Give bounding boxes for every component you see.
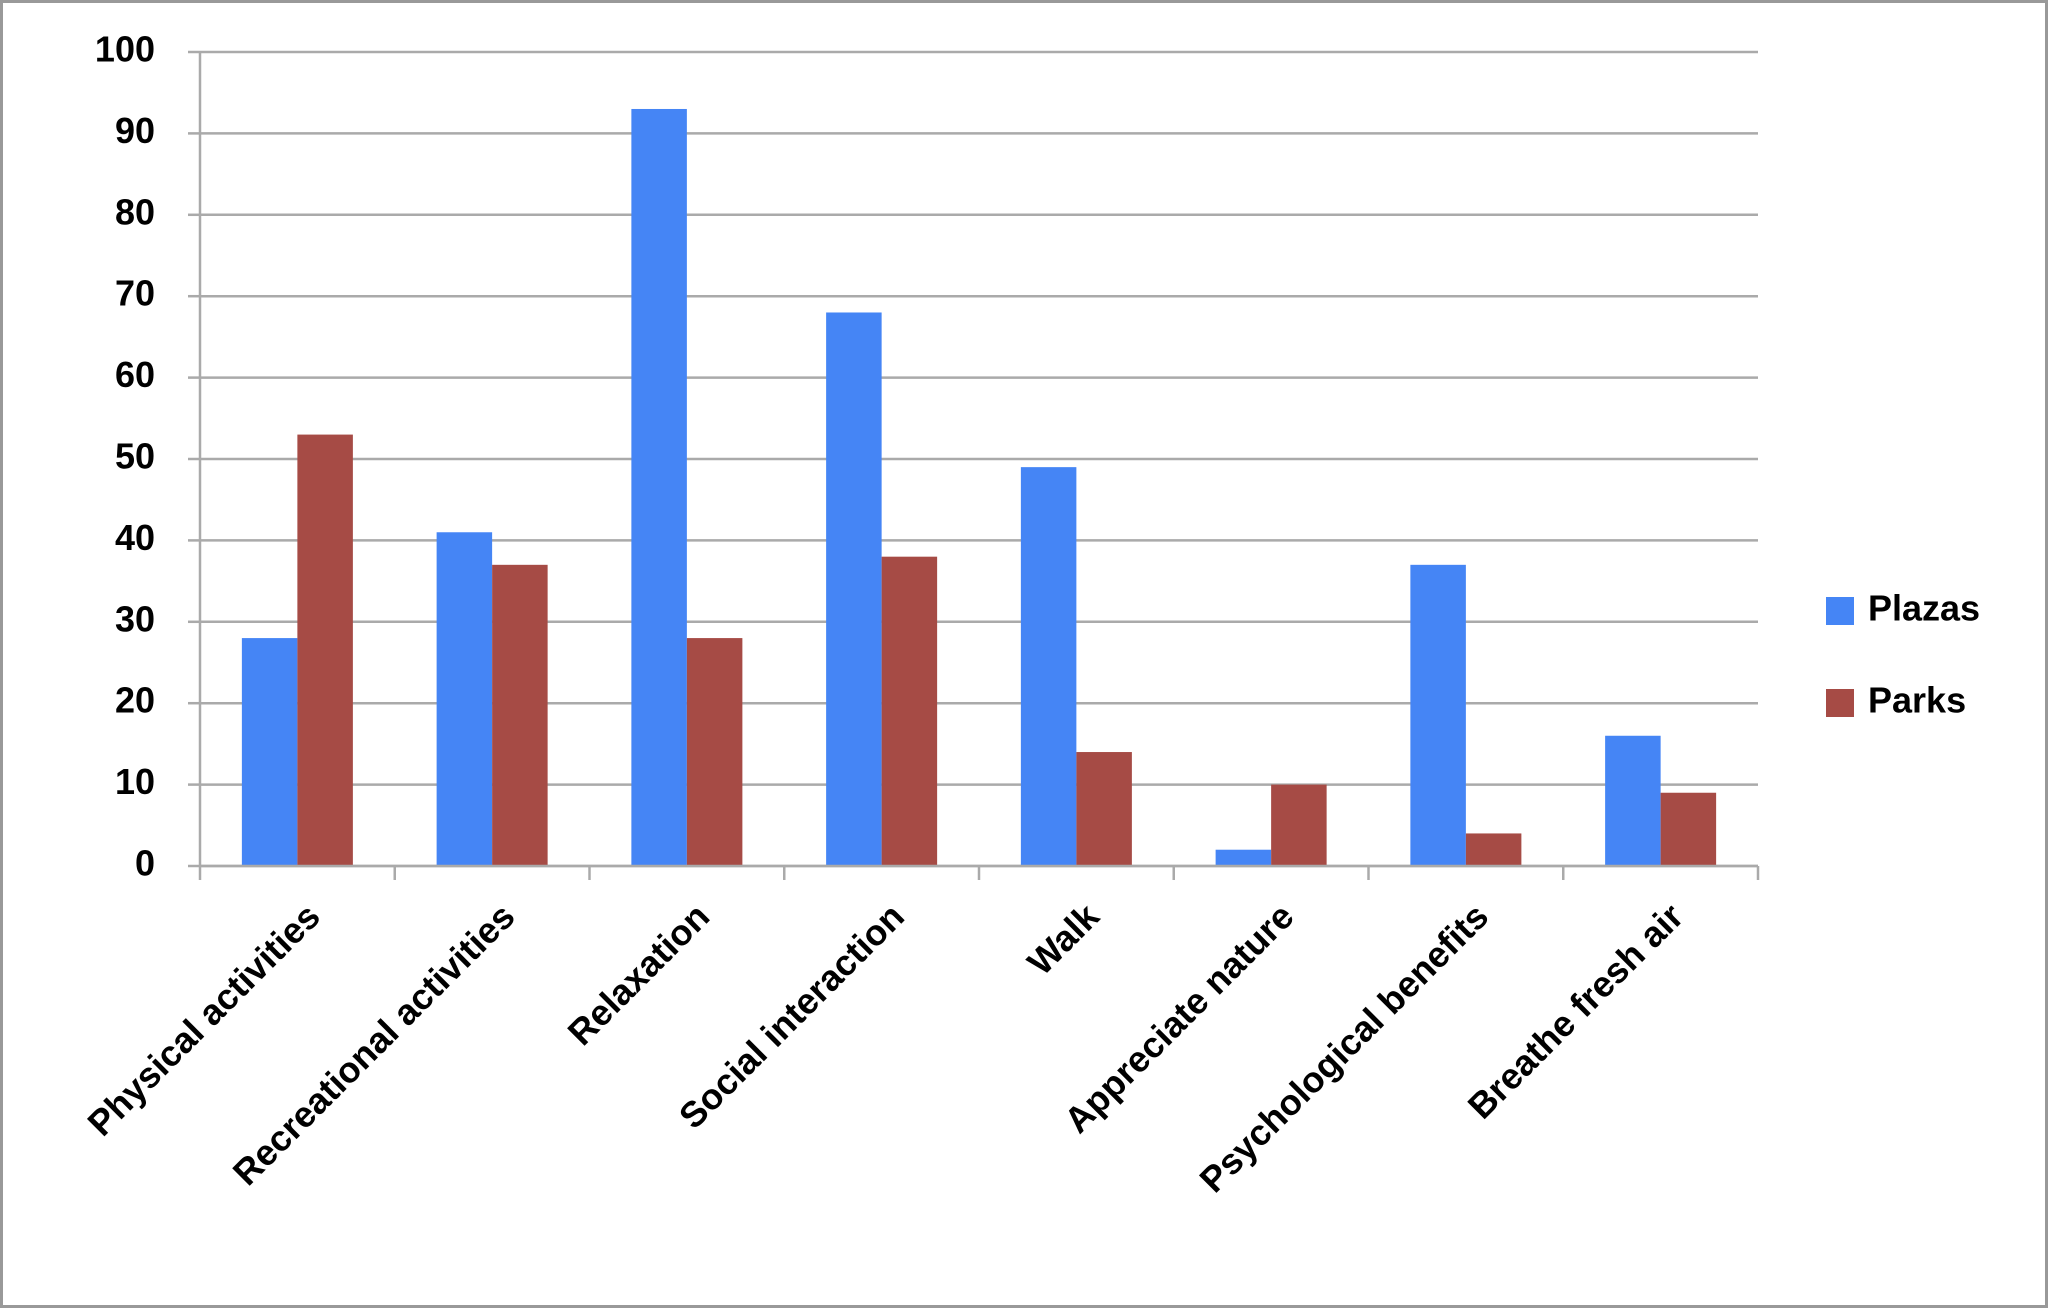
y-tick-label: 10 xyxy=(115,761,155,802)
bar xyxy=(1020,467,1077,866)
y-tick-label: 0 xyxy=(135,843,155,884)
y-tick-label: 100 xyxy=(95,29,155,70)
legend-label: Plazas xyxy=(1868,588,1980,629)
bar xyxy=(1605,735,1661,866)
bar xyxy=(1271,784,1327,866)
bar xyxy=(1465,833,1522,866)
bar xyxy=(241,638,298,866)
bar xyxy=(436,532,493,866)
y-tick-label: 50 xyxy=(115,436,155,477)
y-tick-label: 40 xyxy=(115,517,155,558)
y-tick-label: 90 xyxy=(115,110,155,151)
bar xyxy=(631,108,687,867)
legend-swatch xyxy=(1826,689,1854,717)
bar xyxy=(826,312,882,867)
legend-label: Parks xyxy=(1868,680,1966,721)
y-tick-label: 20 xyxy=(115,680,155,721)
bar xyxy=(881,556,938,866)
y-tick-label: 30 xyxy=(115,598,155,639)
y-tick-label: 70 xyxy=(115,273,155,314)
bar xyxy=(297,434,353,866)
bar xyxy=(1660,792,1717,866)
y-tick-label: 60 xyxy=(115,354,155,395)
bar xyxy=(1215,849,1272,866)
bar xyxy=(1076,752,1132,866)
bar xyxy=(1410,564,1466,866)
legend-swatch xyxy=(1826,597,1854,625)
bar xyxy=(492,564,548,866)
bar xyxy=(686,638,743,866)
y-tick-label: 80 xyxy=(115,191,155,232)
